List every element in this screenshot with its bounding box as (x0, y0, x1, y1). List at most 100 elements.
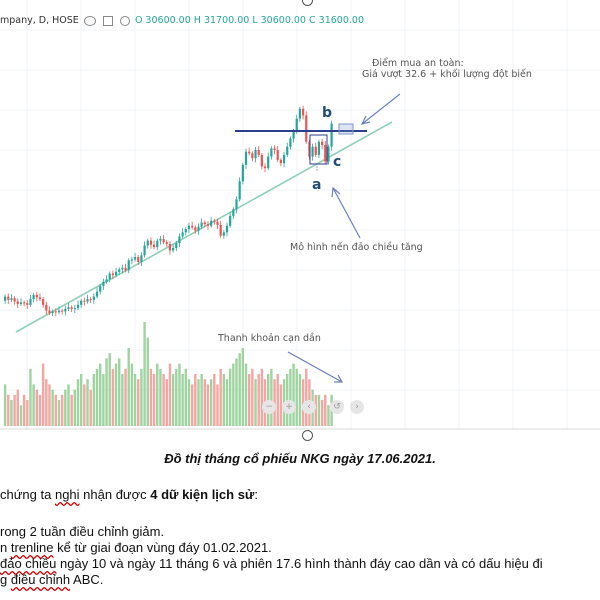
candle-body (276, 150, 279, 160)
volume-bar (247, 374, 251, 426)
candle-body (149, 240, 153, 245)
high-value: H 31700.00 (193, 15, 250, 26)
paragraph-line-4: đảo chiều ngày 10 và ngày 11 tháng 6 và … (0, 556, 543, 571)
candle-body (80, 300, 83, 305)
candle-body (235, 199, 238, 210)
volume-bar (29, 368, 32, 426)
text-run: điều chỉnh (10, 572, 71, 587)
visibility-icon[interactable] (83, 15, 96, 26)
candle-body (194, 227, 197, 231)
candle-body (178, 236, 181, 244)
candle-body (251, 153, 254, 159)
candle-body (127, 260, 130, 271)
volume-bar (16, 389, 19, 426)
scroll-left-icon[interactable]: ‹ (302, 400, 316, 414)
candle-body (162, 238, 165, 243)
candle-body (244, 151, 248, 165)
settings-icon[interactable] (102, 15, 113, 26)
figure-caption: Đồ thị tháng cổ phiếu NKG ngày 17.06.202… (164, 451, 436, 466)
candle-body (175, 243, 178, 248)
volume-bar (305, 368, 308, 426)
volume-bar (73, 389, 77, 426)
volume-bar (216, 384, 219, 426)
volume-bar (228, 368, 232, 426)
candle-body (152, 244, 156, 248)
candle-body (102, 281, 105, 286)
volume-bar (295, 368, 298, 426)
candle-body (289, 138, 292, 147)
scroll-right-icon[interactable]: › (350, 400, 364, 414)
volume-bar (324, 394, 327, 426)
candle-body (35, 294, 38, 298)
candle-body (222, 232, 225, 236)
price-chart[interactable] (0, 0, 600, 436)
candle-body (140, 255, 143, 262)
candle-body (83, 300, 86, 302)
volume-bar (146, 337, 149, 426)
candle-body (210, 220, 213, 226)
candle-body (311, 146, 314, 157)
candle-body (159, 238, 162, 241)
volume-bar (70, 394, 73, 426)
volume-bar (22, 394, 26, 426)
candle-body (282, 154, 286, 164)
candle-body (330, 123, 333, 147)
close-icon[interactable] (119, 15, 130, 26)
paragraph-line-3: n trenline kể từ giai đoạn vùng đáy 01.0… (0, 540, 272, 555)
candle-body (70, 307, 73, 309)
volume-bar (251, 368, 254, 426)
zoom-out-icon[interactable]: − (262, 400, 276, 414)
text-run: ngày 10 và ngày 11 tháng 6 và phiên 17.6… (56, 556, 543, 571)
volume-bar (219, 368, 222, 426)
candle-body (45, 304, 48, 311)
candle-body (314, 146, 317, 155)
candle-body (165, 242, 168, 244)
volume-bar (95, 368, 99, 426)
volume-bar (209, 379, 213, 426)
reversal-highlight-box (309, 134, 328, 165)
buy-point-desc: Giá vượt 32.6 + khối lượng đột biến (362, 69, 532, 80)
candle-body (23, 302, 26, 304)
volume-bar (19, 405, 23, 426)
candle-body (260, 154, 263, 167)
volume-bar (235, 358, 238, 426)
chart-panel[interactable]: mpany, D, HOSE O 30600.00 H 31700.00 L 3… (0, 0, 600, 436)
candle-body (206, 224, 210, 226)
volume-bar (194, 374, 197, 426)
candle-body (279, 159, 282, 164)
candle-body (254, 150, 257, 159)
text-run: 4 dữ kiện lịch sử (150, 487, 255, 502)
volume-bar (99, 363, 102, 426)
candle-body (301, 108, 305, 116)
candle-body (10, 298, 13, 300)
text-run: chứng ta (0, 487, 55, 502)
volume-bar (254, 379, 257, 426)
arrow-to-reversal (331, 186, 361, 239)
candle-body (111, 273, 114, 276)
reset-view-icon[interactable]: ↺ (330, 400, 344, 414)
candle-body (327, 146, 330, 162)
volume-bar (86, 379, 89, 426)
volume-bar (121, 374, 124, 426)
volume-bar (13, 394, 16, 426)
volume-bar (54, 394, 58, 426)
text-run: g (0, 572, 11, 587)
text-run: ABC. (70, 572, 104, 587)
candle-body (26, 303, 29, 305)
candle-body (64, 308, 67, 312)
text-run: trenline (10, 540, 54, 555)
chart-grid (0, 0, 600, 430)
volume-bar (244, 363, 248, 426)
volume-bar (38, 394, 42, 426)
volume-bar (133, 374, 137, 426)
candle-body (229, 215, 232, 226)
zoom-in-icon[interactable]: + (282, 400, 296, 414)
volume-bar (168, 363, 172, 426)
low-value: L 30600.00 (252, 15, 306, 26)
volume-bar (111, 368, 115, 426)
volume-bar (162, 374, 165, 426)
candle-body (298, 108, 302, 119)
resize-handle-bottom[interactable] (302, 430, 313, 441)
volume-bar (32, 384, 35, 426)
candle-body (108, 273, 111, 280)
